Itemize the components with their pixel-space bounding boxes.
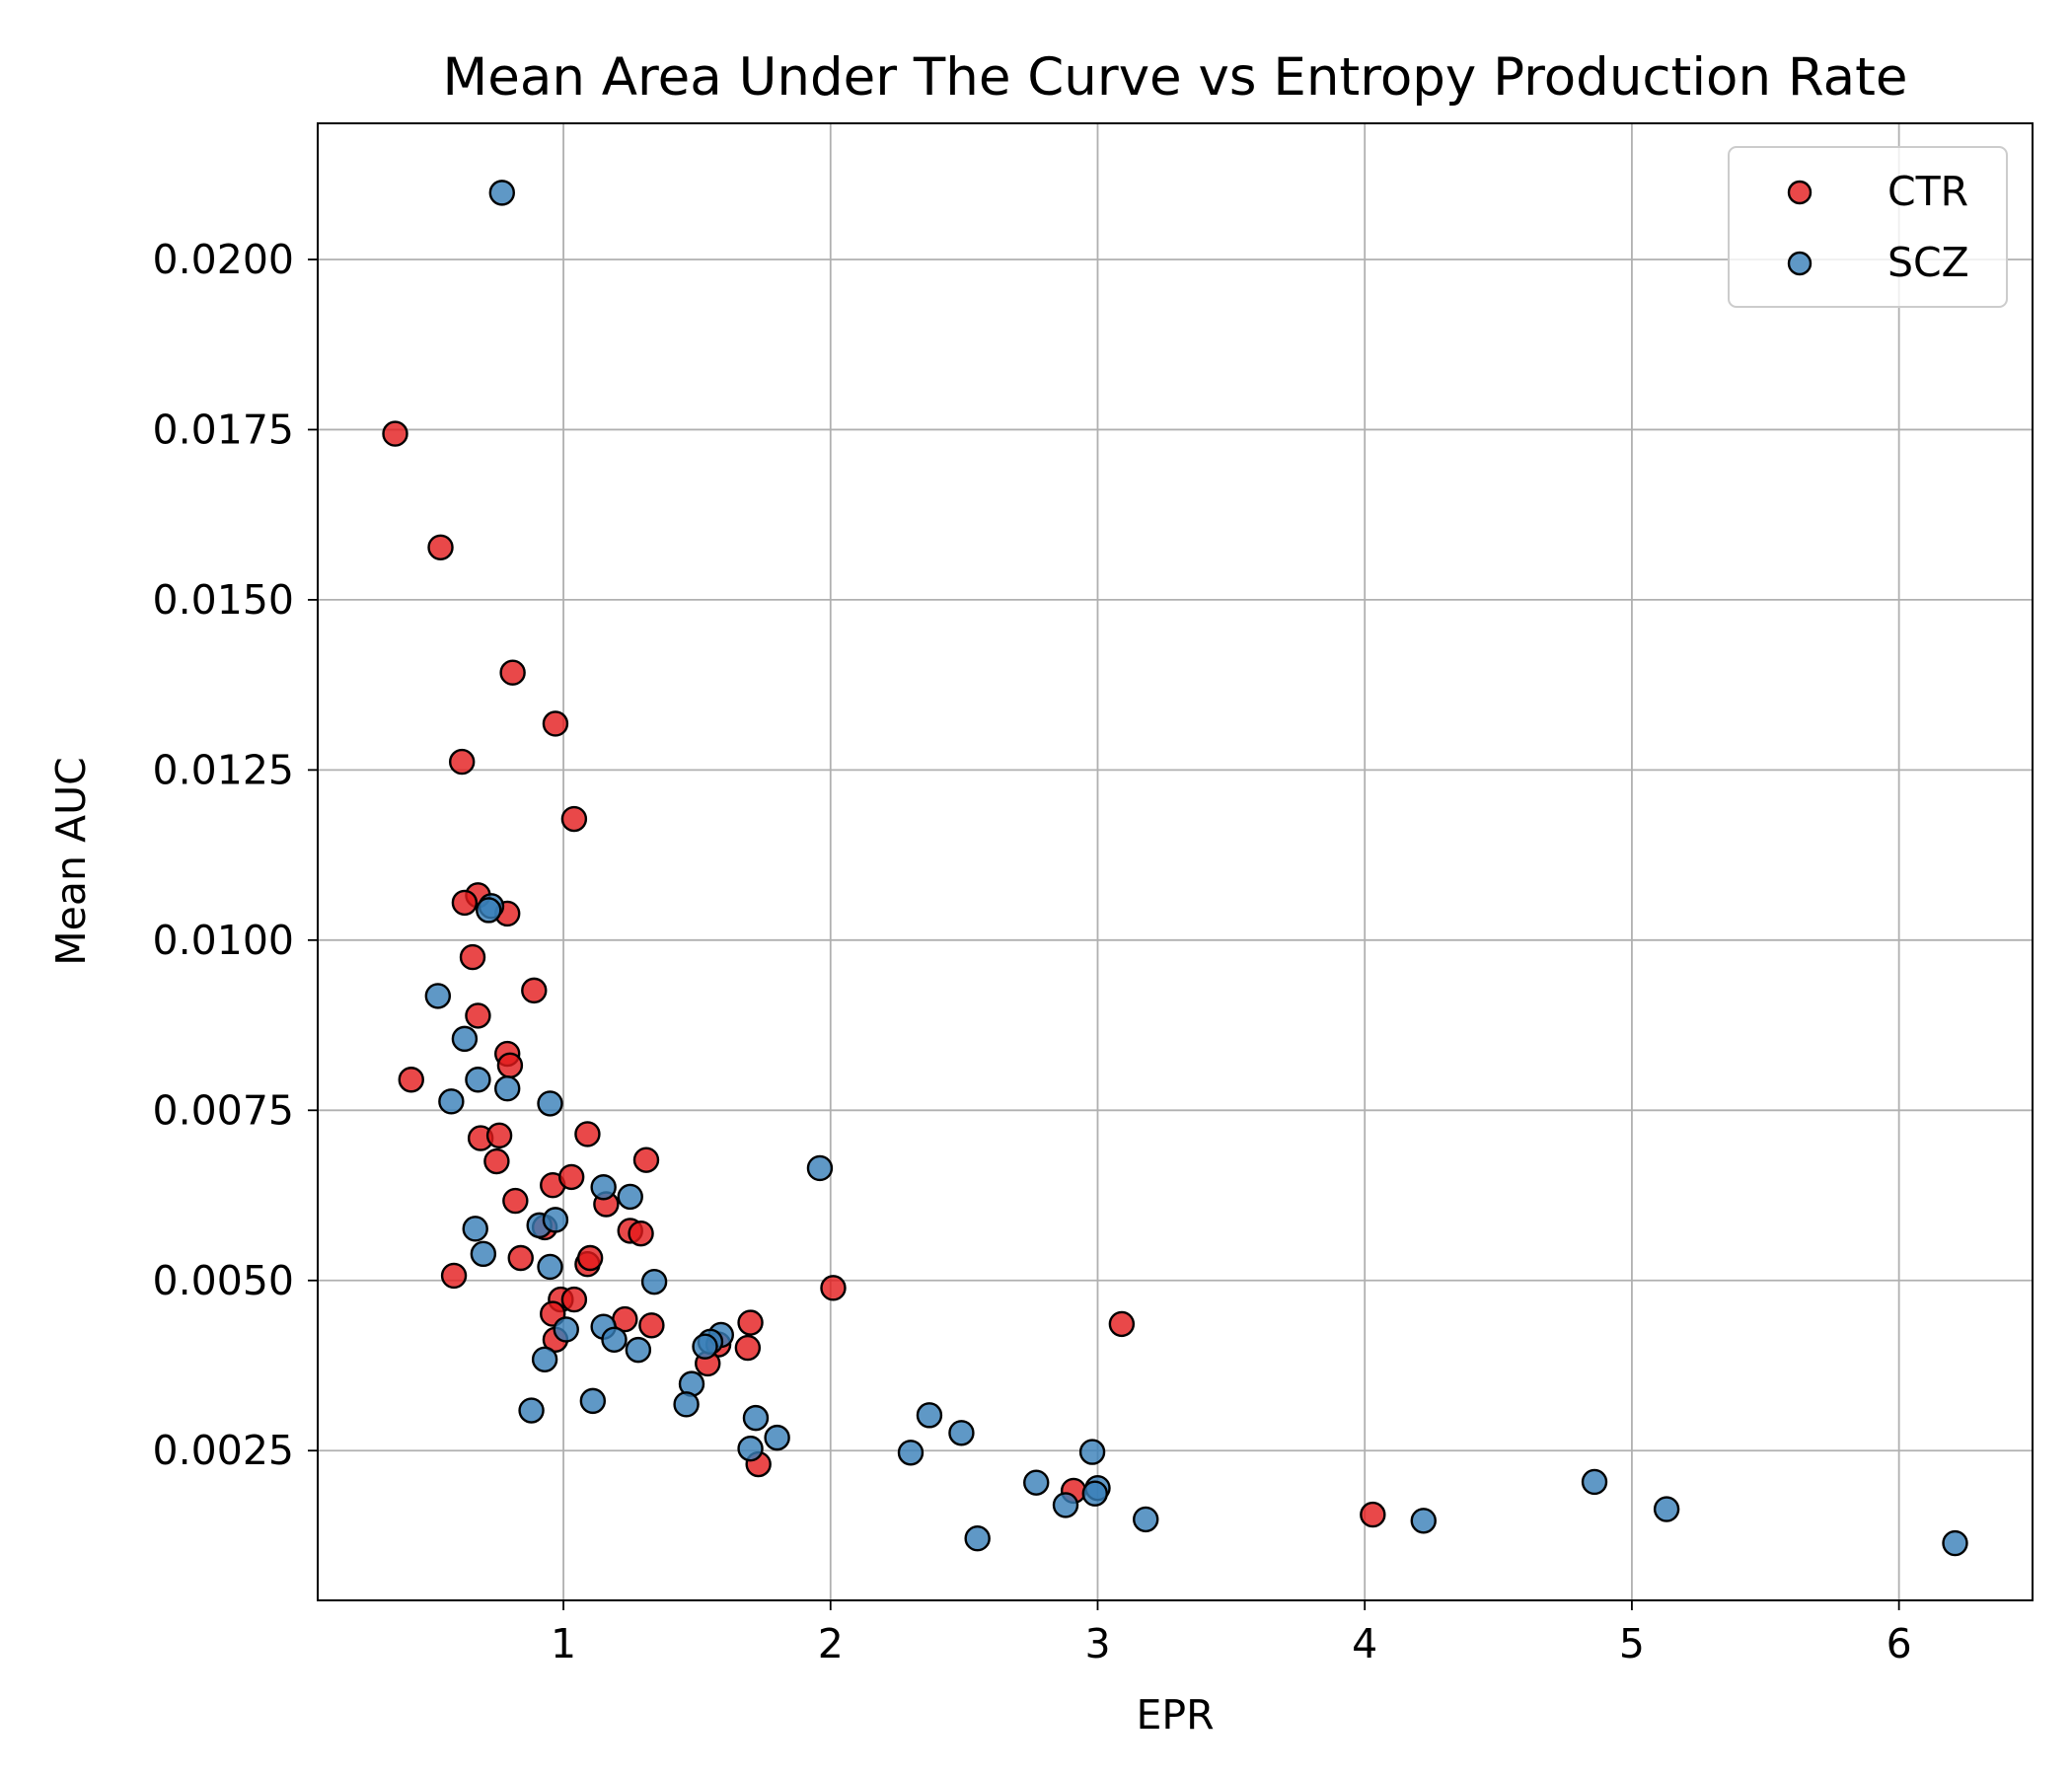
- data-point-scz: [625, 1336, 652, 1364]
- data-point-scz: [764, 1424, 790, 1451]
- data-point-scz: [1078, 1439, 1106, 1465]
- data-point-ctr: [560, 805, 588, 833]
- data-point-ctr: [574, 1121, 601, 1147]
- data-point-scz: [465, 1067, 491, 1093]
- legend-label-ctr: CTR: [1887, 168, 1968, 215]
- data-point-ctr: [632, 1147, 660, 1173]
- data-point-scz: [737, 1435, 764, 1462]
- data-point-ctr: [502, 1187, 529, 1215]
- data-point-scz: [1023, 1469, 1050, 1496]
- data-point-scz: [470, 1240, 497, 1268]
- data-point-scz: [451, 1025, 479, 1053]
- data-point-scz: [1942, 1529, 1968, 1557]
- data-point-ctr: [499, 659, 526, 686]
- x-tick-label: 1: [551, 1620, 576, 1667]
- data-point-ctr: [459, 943, 486, 971]
- data-point-scz: [916, 1402, 943, 1429]
- y-tick-label: 0.0150: [153, 576, 294, 624]
- data-points: [382, 180, 1968, 1557]
- data-point-scz: [553, 1316, 579, 1343]
- data-point-scz: [518, 1397, 545, 1424]
- data-point-scz: [692, 1333, 718, 1360]
- data-point-ctr: [557, 1163, 585, 1191]
- data-point-scz: [1653, 1496, 1680, 1522]
- legend: CTR SCZ: [1728, 146, 2008, 308]
- data-point-ctr: [638, 1312, 665, 1339]
- y-tick-label: 0.0100: [153, 917, 294, 964]
- legend-marker-ctr: [1787, 180, 1813, 205]
- data-point-scz: [673, 1391, 700, 1418]
- y-tick-label: 0.0125: [153, 746, 294, 793]
- data-point-ctr: [465, 1002, 491, 1029]
- data-point-scz: [494, 1075, 521, 1102]
- data-point-scz: [1081, 1480, 1108, 1507]
- data-point-ctr: [496, 1052, 524, 1078]
- data-point-scz: [537, 1253, 563, 1281]
- data-point-scz: [590, 1174, 617, 1201]
- data-point-scz: [806, 1154, 834, 1182]
- plot-frame: [317, 122, 2034, 1601]
- data-point-ctr: [440, 1262, 468, 1290]
- data-point-ctr: [737, 1309, 764, 1336]
- data-point-scz: [742, 1404, 770, 1432]
- y-tick-label: 0.0075: [153, 1086, 294, 1134]
- data-point-scz: [964, 1525, 991, 1552]
- data-point-scz: [531, 1346, 558, 1372]
- y-tick-label: 0.0175: [153, 406, 294, 453]
- axis-ticks: 1 2 3 4 5 6 0.0025 0.0050 0.0075 0.0100 0.0125 0.01…: [153, 236, 1912, 1667]
- data-point-ctr: [560, 1286, 588, 1313]
- data-point-ctr: [507, 1244, 534, 1272]
- data-point-scz: [601, 1326, 628, 1353]
- data-point-ctr: [1360, 1501, 1386, 1528]
- data-point-ctr: [427, 534, 454, 560]
- data-point-scz: [897, 1440, 925, 1466]
- data-point-scz: [438, 1088, 465, 1115]
- data-point-ctr: [734, 1334, 762, 1362]
- data-point-ctr: [398, 1067, 424, 1093]
- data-point-scz: [542, 1207, 569, 1233]
- chart-title: Mean Area Under The Curve vs Entropy Pro…: [443, 47, 1908, 108]
- data-point-ctr: [485, 1122, 513, 1149]
- data-point-scz: [1410, 1508, 1437, 1534]
- y-tick-label: 0.0025: [153, 1427, 294, 1474]
- x-tick-label: 5: [1619, 1620, 1645, 1667]
- data-point-scz: [1052, 1492, 1079, 1518]
- data-point-scz: [488, 180, 515, 206]
- x-tick-label: 4: [1352, 1620, 1377, 1667]
- data-point-scz: [1581, 1468, 1608, 1496]
- data-point-scz: [537, 1090, 563, 1117]
- data-point-ctr: [576, 1244, 604, 1272]
- x-axis-label: EPR: [1136, 1691, 1214, 1739]
- data-point-ctr: [521, 977, 548, 1004]
- data-point-ctr: [542, 710, 569, 737]
- data-point-ctr: [448, 748, 476, 776]
- data-point-scz: [617, 1183, 643, 1211]
- data-point-scz: [424, 983, 452, 1009]
- legend-marker-scz: [1787, 251, 1813, 276]
- grid-lines: [318, 123, 2033, 1600]
- data-point-scz: [640, 1268, 668, 1295]
- x-tick-label: 6: [1887, 1620, 1912, 1667]
- data-point-scz: [462, 1216, 488, 1242]
- data-point-ctr: [628, 1220, 654, 1247]
- data-point-scz: [1133, 1506, 1159, 1533]
- data-point-ctr: [451, 889, 479, 917]
- legend-label-scz: SCZ: [1887, 239, 1969, 286]
- data-point-scz: [948, 1420, 975, 1446]
- data-point-scz: [476, 897, 502, 924]
- data-point-ctr: [382, 420, 408, 447]
- data-point-scz: [579, 1387, 607, 1415]
- data-point-ctr: [1108, 1310, 1136, 1338]
- data-point-ctr: [483, 1147, 510, 1175]
- y-axis-label: Mean AUC: [47, 757, 95, 965]
- y-tick-label: 0.0200: [153, 236, 294, 283]
- data-point-ctr: [820, 1275, 847, 1301]
- x-tick-label: 2: [818, 1620, 844, 1667]
- x-tick-label: 3: [1084, 1620, 1110, 1667]
- y-tick-label: 0.0050: [153, 1257, 294, 1304]
